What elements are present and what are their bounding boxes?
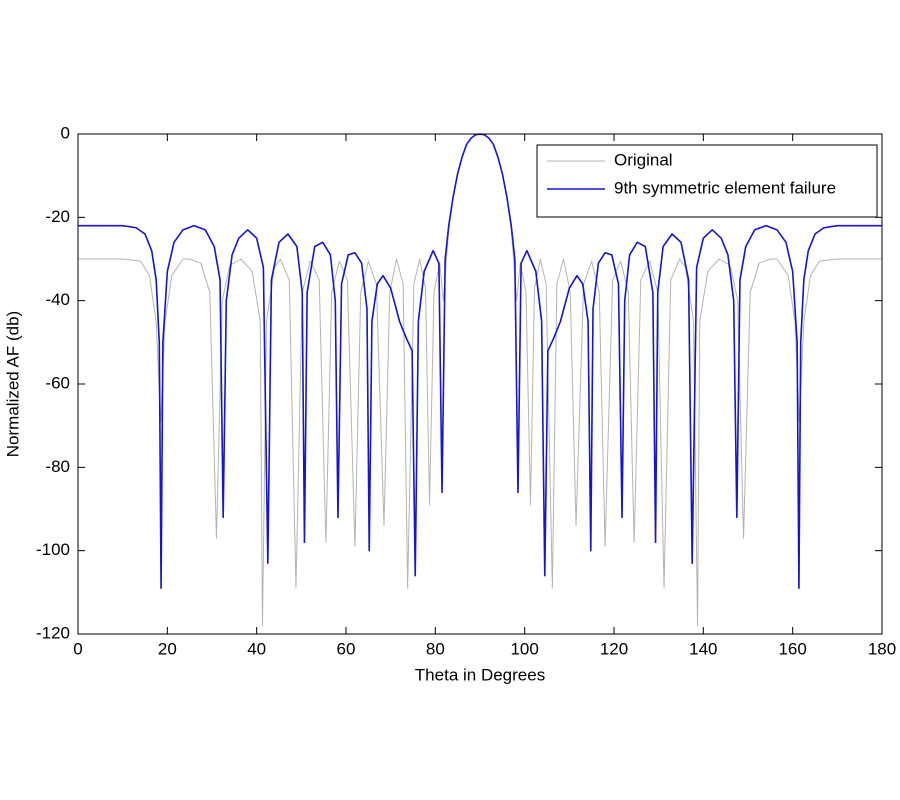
x-axis-label: Theta in Degrees	[415, 665, 545, 684]
y-tick-label: -80	[45, 457, 70, 476]
x-tick-label: 20	[158, 639, 177, 658]
x-tick-label: 40	[247, 639, 266, 658]
x-tick-label: 60	[337, 639, 356, 658]
x-tick-label: 120	[600, 639, 628, 658]
y-tick-label: 0	[61, 123, 70, 142]
plot-frame	[77, 133, 883, 635]
y-tick-label: -40	[45, 290, 70, 309]
legend-box	[536, 144, 878, 218]
y-tick-label: -60	[45, 373, 70, 392]
x-tick-label: 180	[868, 639, 896, 658]
legend-label: 9th symmetric element failure	[614, 178, 836, 197]
x-tick-label: 0	[73, 639, 82, 658]
x-tick-label: 100	[510, 639, 538, 658]
y-tick-label: -20	[45, 207, 70, 226]
legend-label: Original	[614, 150, 673, 169]
y-tick-label: -120	[36, 623, 70, 642]
x-tick-label: 140	[689, 639, 717, 658]
x-tick-label: 80	[426, 639, 445, 658]
x-tick-label: 160	[778, 639, 806, 658]
y-axis-label: Normalized AF (db)	[3, 311, 22, 457]
y-tick-label: -100	[36, 540, 70, 559]
